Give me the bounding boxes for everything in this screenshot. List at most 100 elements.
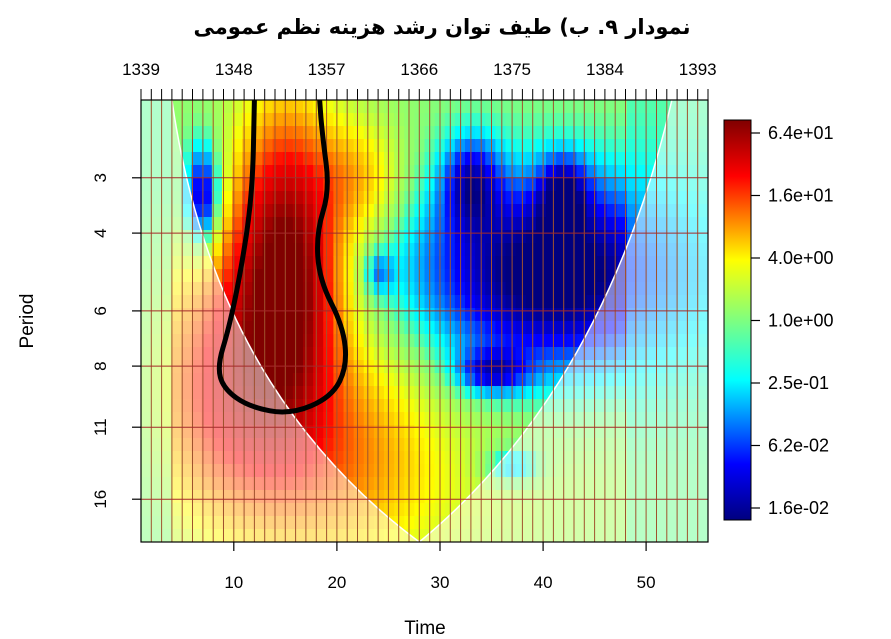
heatmap-cell bbox=[495, 191, 507, 205]
heatmap-cell bbox=[373, 282, 385, 296]
heatmap-cell bbox=[181, 139, 193, 153]
heatmap-cell bbox=[394, 113, 405, 127]
heatmap-cell bbox=[323, 347, 334, 361]
heatmap-cell bbox=[465, 113, 476, 127]
heatmap-cell bbox=[505, 230, 517, 244]
heatmap-cell bbox=[627, 126, 638, 140]
heatmap-cell bbox=[353, 152, 365, 166]
heatmap-cell bbox=[303, 217, 314, 231]
heatmap-cell bbox=[333, 204, 345, 218]
heatmap-cell bbox=[596, 204, 608, 218]
heatmap-cell bbox=[546, 152, 557, 166]
heatmap-cell bbox=[323, 334, 334, 348]
heatmap-cell bbox=[353, 204, 365, 218]
heatmap-cell bbox=[546, 243, 557, 257]
heatmap-cell bbox=[262, 230, 274, 244]
heatmap-cell bbox=[465, 425, 476, 439]
heatmap-cell bbox=[627, 139, 638, 153]
heatmap-cell bbox=[343, 295, 355, 309]
heatmap-cell bbox=[252, 334, 264, 348]
heatmap-cell bbox=[475, 334, 486, 348]
heatmap-cell bbox=[323, 100, 334, 114]
heatmap-cell bbox=[363, 178, 375, 192]
heatmap-cell bbox=[566, 152, 577, 166]
heatmap-cell bbox=[505, 217, 517, 231]
heatmap-cell bbox=[201, 100, 213, 114]
heatmap-cell bbox=[343, 334, 355, 348]
heatmap-cell bbox=[627, 152, 638, 166]
heatmap-cell bbox=[566, 100, 577, 114]
heatmap-cell bbox=[323, 217, 334, 231]
heatmap-cell bbox=[404, 126, 415, 140]
heatmap-cell bbox=[465, 334, 476, 348]
heatmap-cell bbox=[404, 282, 415, 296]
heatmap-cell bbox=[576, 230, 588, 244]
heatmap-cell bbox=[262, 256, 274, 270]
heatmap-cell bbox=[404, 516, 415, 530]
heatmap-cell bbox=[515, 425, 527, 439]
heatmap-cell bbox=[363, 360, 375, 374]
heatmap-cell bbox=[515, 100, 527, 114]
heatmap-cell bbox=[606, 217, 618, 231]
heatmap-cell bbox=[627, 217, 638, 231]
heatmap-cell bbox=[404, 399, 415, 413]
heatmap-cell bbox=[525, 269, 537, 283]
heatmap-cell bbox=[363, 113, 375, 127]
heatmap-cell bbox=[525, 126, 537, 140]
top-tick-label: 1393 bbox=[679, 60, 717, 79]
heatmap-cell bbox=[495, 295, 507, 309]
heatmap-cell bbox=[546, 256, 557, 270]
heatmap-cell bbox=[394, 386, 405, 400]
heatmap-cell bbox=[343, 256, 355, 270]
heatmap-cell bbox=[475, 373, 486, 387]
heatmap-cell bbox=[252, 347, 264, 361]
heatmap-cell bbox=[303, 204, 314, 218]
heatmap-cell bbox=[384, 204, 395, 218]
x-axis: 10 20 30 40 50 bbox=[224, 542, 656, 592]
heatmap-cell bbox=[373, 308, 385, 322]
heatmap-cell bbox=[343, 152, 355, 166]
heatmap-cell bbox=[242, 269, 253, 283]
heatmap-cell bbox=[404, 100, 415, 114]
heatmap-cell bbox=[475, 282, 486, 296]
heatmap-cell bbox=[171, 100, 183, 114]
heatmap-cell bbox=[232, 126, 243, 140]
heatmap-cell bbox=[485, 256, 496, 270]
heatmap-cell bbox=[343, 243, 355, 257]
heatmap-cell bbox=[606, 113, 618, 127]
top-tick-label: 1384 bbox=[586, 60, 624, 79]
heatmap-cell bbox=[343, 217, 355, 231]
heatmap-cell bbox=[333, 139, 345, 153]
heatmap-cell bbox=[303, 100, 314, 114]
heatmap-cell bbox=[343, 386, 355, 400]
heatmap-cell bbox=[576, 308, 588, 322]
heatmap-cell bbox=[394, 399, 405, 413]
heatmap-cell bbox=[384, 217, 395, 231]
heatmap-cell bbox=[485, 269, 496, 283]
heatmap-cell bbox=[505, 360, 517, 374]
heatmap-cell bbox=[232, 178, 243, 192]
heatmap-cell bbox=[313, 373, 324, 387]
heatmap-cell bbox=[333, 152, 345, 166]
heatmap-cell bbox=[556, 256, 567, 270]
heatmap-cell bbox=[535, 373, 547, 387]
heatmap-cell bbox=[546, 126, 557, 140]
heatmap-cell bbox=[303, 282, 314, 296]
heatmap-cell bbox=[515, 256, 527, 270]
heatmap-cell bbox=[232, 165, 243, 179]
heatmap-cell bbox=[485, 139, 496, 153]
heatmap-cell bbox=[262, 269, 274, 283]
heatmap-cell bbox=[616, 165, 628, 179]
heatmap-cell bbox=[373, 100, 385, 114]
heatmap-cell bbox=[647, 152, 658, 166]
heatmap-cell bbox=[384, 451, 395, 465]
heatmap-cell bbox=[485, 152, 496, 166]
heatmap-cell bbox=[475, 360, 486, 374]
top-tick-label: 1348 bbox=[215, 60, 253, 79]
heatmap-cell bbox=[525, 113, 537, 127]
heatmap-cell bbox=[333, 412, 345, 426]
x-axis-title: Time bbox=[404, 618, 446, 639]
heatmap-cell bbox=[546, 269, 557, 283]
heatmap-cell bbox=[465, 165, 476, 179]
significance-contour bbox=[216, 100, 349, 415]
